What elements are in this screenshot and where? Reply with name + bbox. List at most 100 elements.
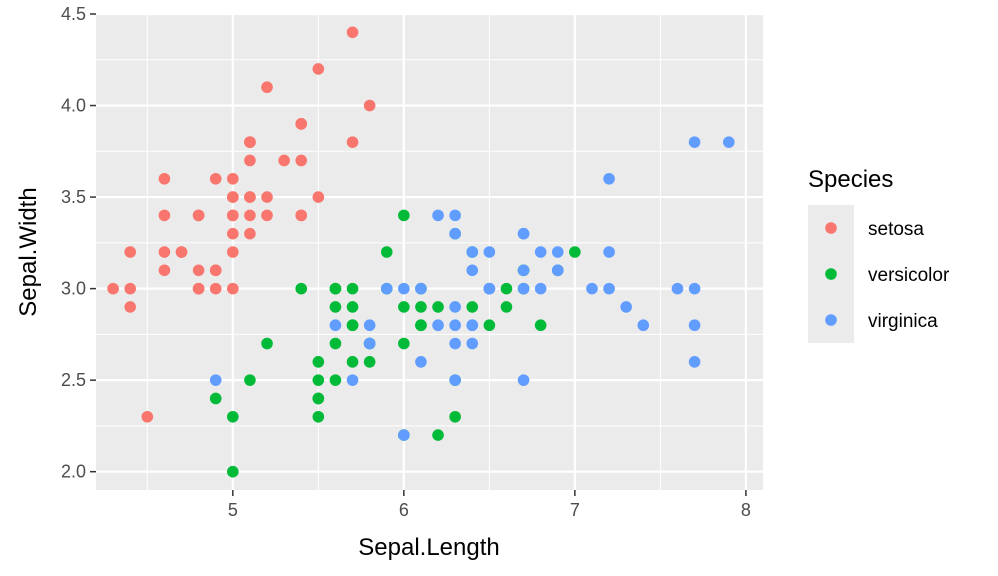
virginica-point bbox=[722, 136, 735, 148]
versicolor-point bbox=[329, 301, 342, 313]
virginica-point bbox=[483, 282, 496, 295]
setosa-point bbox=[227, 246, 239, 258]
setosa-point bbox=[192, 264, 205, 277]
setosa-point bbox=[107, 282, 119, 295]
virginica-point bbox=[398, 429, 410, 441]
legend-label-versicolor: versicolor bbox=[868, 265, 950, 286]
legend-items: setosa versicolor virginica bbox=[808, 205, 950, 343]
versicolor-point bbox=[261, 337, 273, 350]
plot-panel bbox=[96, 14, 763, 490]
setosa-point bbox=[141, 410, 154, 423]
setosa-point bbox=[209, 172, 222, 185]
versicolor-point bbox=[398, 337, 410, 350]
virginica-point bbox=[449, 227, 461, 240]
setosa-point bbox=[346, 26, 359, 39]
virginica-point bbox=[415, 356, 427, 368]
virginica-point bbox=[534, 282, 547, 295]
virginica-point bbox=[432, 319, 444, 332]
legend-swatch-setosa bbox=[825, 222, 837, 234]
versicolor-point bbox=[312, 356, 325, 368]
y-tick-label: 2.5 bbox=[61, 370, 86, 390]
y-tick-label: 3.5 bbox=[61, 187, 86, 207]
setosa-point bbox=[158, 264, 171, 277]
versicolor-point bbox=[346, 356, 359, 368]
virginica-point bbox=[620, 301, 632, 313]
versicolor-point bbox=[346, 282, 359, 295]
virginica-point bbox=[466, 264, 479, 277]
versicolor-point bbox=[312, 410, 325, 423]
setosa-point bbox=[124, 301, 137, 313]
virginica-point bbox=[517, 227, 530, 240]
virginica-point bbox=[517, 374, 530, 386]
setosa-point bbox=[227, 282, 239, 295]
legend: Species setosa versicolor virginica bbox=[808, 166, 950, 343]
y-tick-label: 4.5 bbox=[61, 4, 86, 24]
virginica-point bbox=[380, 282, 393, 295]
versicolor-point bbox=[500, 301, 513, 313]
versicolor-point bbox=[432, 301, 444, 313]
x-tick-label: 5 bbox=[228, 500, 238, 520]
versicolor-point bbox=[295, 282, 308, 295]
virginica-point bbox=[449, 301, 461, 313]
versicolor-point bbox=[415, 301, 427, 313]
setosa-point bbox=[346, 136, 359, 148]
legend-swatch-versicolor bbox=[825, 268, 837, 280]
virginica-point bbox=[688, 319, 701, 332]
virginica-point bbox=[346, 374, 359, 386]
virginica-point bbox=[415, 282, 427, 295]
versicolor-point bbox=[398, 209, 410, 222]
versicolor-point bbox=[329, 337, 342, 350]
virginica-point bbox=[586, 282, 598, 295]
setosa-point bbox=[312, 191, 325, 203]
virginica-point bbox=[466, 246, 479, 258]
virginica-point bbox=[466, 319, 479, 332]
versicolor-point bbox=[227, 410, 239, 423]
versicolor-point bbox=[534, 319, 547, 332]
virginica-point bbox=[329, 319, 342, 332]
virginica-point bbox=[449, 374, 461, 386]
setosa-point bbox=[158, 246, 171, 258]
versicolor-point bbox=[466, 301, 479, 313]
versicolor-point bbox=[312, 374, 325, 386]
versicolor-point bbox=[380, 246, 393, 258]
setosa-point bbox=[261, 81, 273, 94]
virginica-point bbox=[671, 282, 684, 295]
virginica-point bbox=[449, 319, 461, 332]
virginica-point bbox=[603, 246, 615, 258]
virginica-point bbox=[483, 246, 496, 258]
y-tick-label: 4.0 bbox=[61, 96, 86, 116]
versicolor-point bbox=[398, 301, 410, 313]
setosa-point bbox=[244, 227, 256, 240]
x-axis: 5 6 7 8 bbox=[228, 490, 751, 520]
setosa-point bbox=[175, 246, 188, 258]
setosa-point bbox=[227, 209, 239, 222]
versicolor-point bbox=[415, 319, 427, 332]
x-tick-label: 6 bbox=[399, 500, 409, 520]
versicolor-point bbox=[244, 374, 256, 386]
virginica-point bbox=[551, 246, 564, 258]
setosa-point bbox=[227, 191, 239, 203]
virginica-point bbox=[688, 136, 701, 148]
setosa-point bbox=[261, 191, 273, 203]
setosa-point bbox=[227, 227, 239, 240]
virginica-point bbox=[517, 264, 530, 277]
virginica-point bbox=[398, 282, 410, 295]
virginica-point bbox=[449, 209, 461, 222]
virginica-point bbox=[432, 209, 444, 222]
y-axis-title: Sepal.Width bbox=[15, 187, 42, 316]
legend-label-setosa: setosa bbox=[868, 219, 924, 240]
setosa-point bbox=[124, 246, 137, 258]
setosa-point bbox=[295, 209, 308, 222]
virginica-point bbox=[466, 337, 479, 350]
setosa-point bbox=[244, 209, 256, 222]
virginica-point bbox=[517, 282, 530, 295]
versicolor-point bbox=[209, 392, 222, 405]
versicolor-point bbox=[312, 392, 325, 405]
versicolor-point bbox=[483, 319, 496, 332]
virginica-point bbox=[551, 264, 564, 277]
setosa-point bbox=[363, 99, 376, 112]
x-axis-title: Sepal.Length bbox=[358, 534, 499, 561]
y-tick-label: 2.0 bbox=[61, 462, 86, 482]
virginica-point bbox=[449, 337, 461, 350]
setosa-point bbox=[192, 209, 205, 222]
